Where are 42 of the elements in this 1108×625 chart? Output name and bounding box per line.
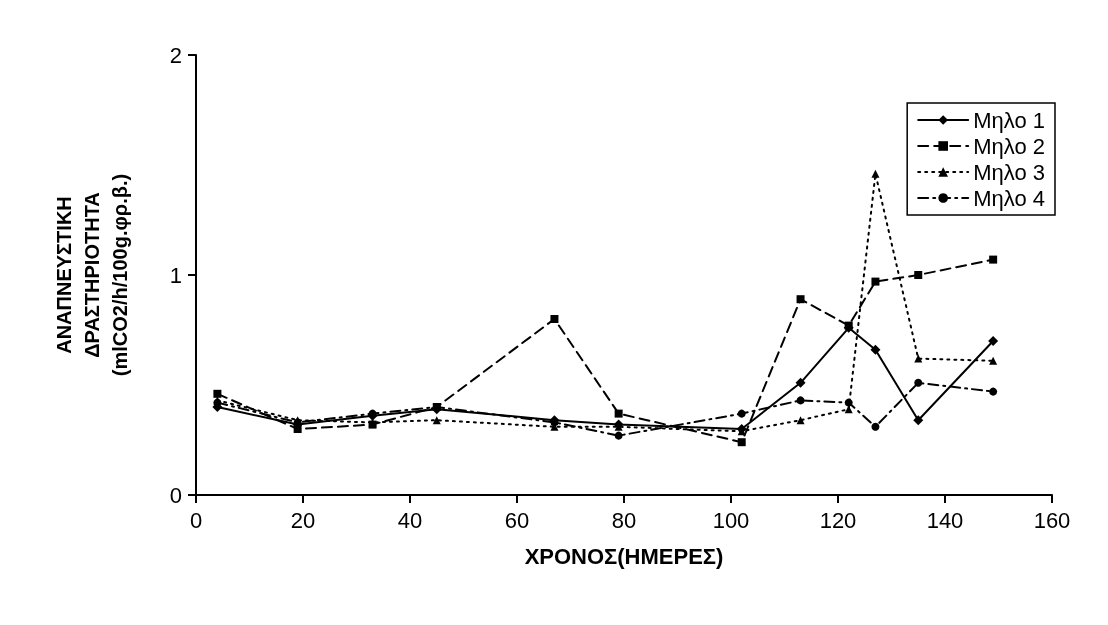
legend-label: Μηλο 4 [973, 185, 1045, 211]
point [870, 344, 881, 355]
x-tick-label: 120 [819, 507, 857, 533]
point [989, 255, 998, 264]
legend-label: Μηλο 3 [973, 159, 1045, 185]
point [914, 378, 923, 387]
point [614, 431, 623, 440]
x-tick-label: 20 [290, 507, 316, 533]
x-tick-label: 80 [611, 507, 637, 533]
point [213, 389, 222, 398]
x-tick-label: 0 [189, 507, 203, 533]
point [989, 387, 998, 396]
point [293, 425, 302, 433]
point [796, 416, 805, 425]
y-tick-label: 1 [169, 262, 182, 288]
point [795, 377, 806, 388]
point [844, 398, 853, 407]
point [550, 315, 559, 323]
x-tick-label: 160 [1033, 507, 1071, 533]
y-axis-title: ΑΝΑΠΝΕΥΣΤΙΚΗ ΔΡΑΣΤΗΡΙΟΤΗΤΑ (mlCO2/h/100g.φρ.β.) [53, 173, 131, 377]
point [989, 356, 998, 365]
point [914, 271, 923, 279]
point [871, 169, 880, 178]
y-tick-label: 2 [169, 42, 182, 68]
point [913, 415, 924, 426]
point [737, 409, 746, 418]
x-tick-label: 140 [926, 507, 964, 533]
point [871, 277, 880, 286]
point [914, 354, 923, 363]
point [737, 438, 746, 447]
point [796, 396, 805, 405]
y-tick-label: 0 [169, 482, 182, 508]
x-tick-label: 100 [712, 507, 750, 533]
x-axis-title: ΧΡΟΝΟΣ(ΗΜΕΡΕΣ) [524, 543, 724, 569]
legend-label: Μηλο 2 [973, 133, 1045, 159]
legend-label: Μηλο 1 [973, 107, 1045, 133]
x-tick-label: 40 [397, 507, 423, 533]
point [614, 409, 623, 418]
point [796, 295, 805, 304]
x-tick-label: 60 [504, 507, 530, 533]
point [871, 422, 880, 431]
point [988, 336, 999, 346]
